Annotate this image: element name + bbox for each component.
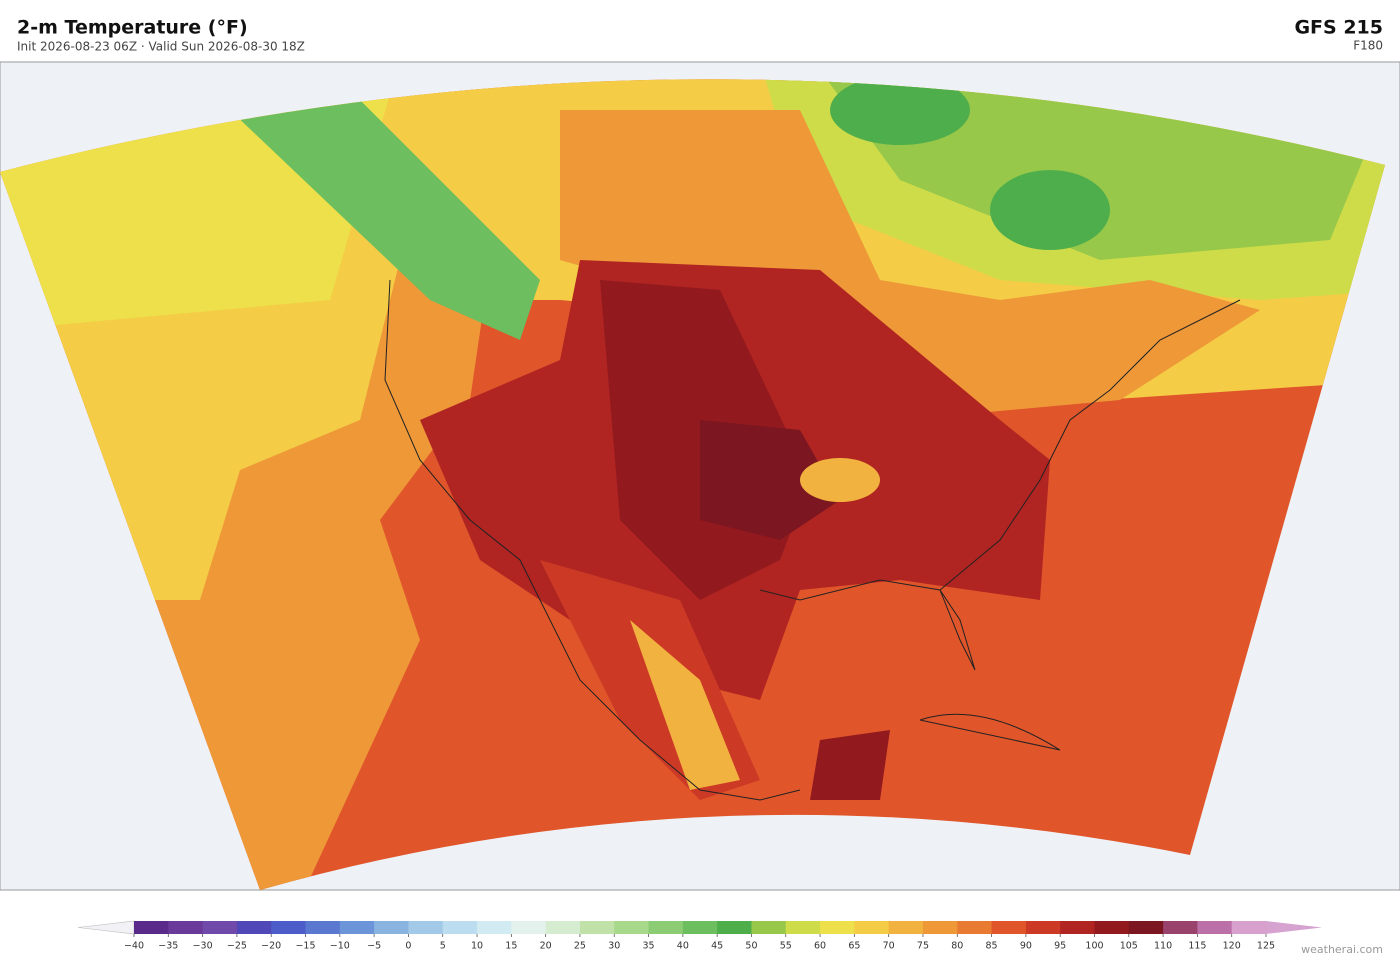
- colorbar-tick-label: −10: [330, 941, 350, 952]
- colorbar-tick-label: 20: [540, 941, 552, 952]
- model-label: GFS 215: [1294, 17, 1383, 39]
- colorbar-tick-label: 85: [986, 941, 998, 952]
- colorbar-over: [1266, 921, 1322, 934]
- colorbar-tick-label: 95: [1054, 941, 1066, 952]
- colorbar-tick-label: −40: [124, 941, 144, 952]
- colorbar-segment: [648, 921, 684, 934]
- colorbar-segment: [477, 921, 512, 934]
- colorbar-segment: [1060, 921, 1095, 934]
- colorbar-segment: [1094, 921, 1130, 934]
- colorbar-segment: [202, 921, 238, 934]
- colorbar-segment: [614, 921, 650, 934]
- colorbar-segment: [271, 921, 307, 934]
- colorbar-tick-label: 125: [1257, 941, 1275, 952]
- colorbar-tick-label: 0: [405, 941, 411, 952]
- colorbar-tick-label: 30: [608, 941, 620, 952]
- colorbar-tick-label: 75: [917, 941, 929, 952]
- colorbar-tick-label: 105: [1120, 941, 1138, 952]
- colorbar-tick-label: 25: [574, 941, 586, 952]
- colorbar-tick-label: 35: [642, 941, 654, 952]
- colorbar-tick-label: 15: [505, 941, 517, 952]
- colorbar-segment: [511, 921, 547, 934]
- colorbar-segment: [957, 921, 993, 934]
- colorbar-tick-label: 65: [848, 941, 860, 952]
- colorbar-tick-label: 55: [780, 941, 792, 952]
- colorbar-segment: [922, 921, 958, 934]
- colorbar-segment: [1128, 921, 1164, 934]
- colorbar-segment: [888, 921, 924, 934]
- subtitle: Init 2026-08-23 06Z · Valid Sun 2026-08-…: [17, 40, 305, 54]
- colorbar-segment: [442, 921, 478, 934]
- colorbar-tick-label: 115: [1188, 941, 1206, 952]
- colorbar-tick-label: 5: [440, 941, 446, 952]
- colorbar-segment: [408, 921, 444, 934]
- colorbar-tick-label: 60: [814, 941, 826, 952]
- colorbar-tick-label: −15: [295, 941, 315, 952]
- colorbar-segment: [134, 921, 169, 934]
- colorbar-tick-label: 80: [951, 941, 963, 952]
- colorbar-segment: [339, 921, 375, 934]
- colorbar-tick-label: −35: [158, 941, 178, 952]
- coastlines: [384, 279, 1241, 801]
- title: 2-m Temperature (°F): [17, 17, 248, 39]
- colorbar-tick-label: −20: [261, 941, 281, 952]
- colorbar-tick-label: −5: [367, 941, 381, 952]
- colorbar-segment: [682, 921, 718, 934]
- colorbar-segment: [820, 921, 855, 934]
- colorbar-tick-label: 70: [883, 941, 895, 952]
- colorbar-segment: [991, 921, 1027, 934]
- colorbar-segment: [717, 921, 752, 934]
- colorbar-tick-label: −25: [227, 941, 247, 952]
- colorbar-tick-label: 100: [1085, 941, 1103, 952]
- colorbar-tick-label: 40: [677, 941, 689, 952]
- colorbar-tick-label: 50: [745, 941, 757, 952]
- colorbar-segment: [1197, 921, 1233, 934]
- colorbar-tick-label: 10: [471, 941, 483, 952]
- colorbar-segment: [236, 921, 272, 934]
- colorbar-segment: [1163, 921, 1198, 934]
- forecast-hour: F180: [1353, 39, 1383, 53]
- colorbar-segment: [854, 921, 890, 934]
- colorbar-segment: [545, 921, 581, 934]
- colorbar: −40 −35 −30 −25 −20 −15 −10 −5 0 5 10 15 20 25 30 35 40 4…: [77, 920, 1322, 952]
- colorbar-segment: [168, 921, 204, 934]
- credit: weatherai.com: [1301, 943, 1383, 956]
- colorbar-segment: [374, 921, 409, 934]
- colorbar-segment: [579, 921, 615, 934]
- colorbar-segment: [1025, 921, 1061, 934]
- colorbar-segment: [305, 921, 341, 934]
- colorbar-tick-label: −30: [193, 941, 213, 952]
- colorbar-tick-label: 90: [1020, 941, 1032, 952]
- colorbar-segment: [751, 921, 787, 934]
- colorbar-segment: [785, 921, 821, 934]
- map: [0, 61, 1400, 891]
- colorbar-tick-label: 110: [1154, 941, 1172, 952]
- colorbar-tick-label: 45: [711, 941, 723, 952]
- colorbar-tick-label: 120: [1223, 941, 1241, 952]
- colorbar-under: [77, 920, 135, 935]
- colorbar-segment: [1231, 921, 1267, 934]
